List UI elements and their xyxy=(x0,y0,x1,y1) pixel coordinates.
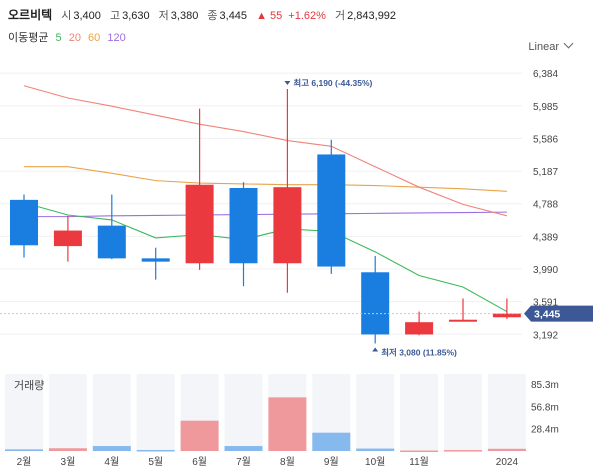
current-price-tag xyxy=(524,305,593,322)
moving-average-label: 이동평균 xyxy=(8,32,49,44)
scale-selector-label: Linear xyxy=(528,41,559,53)
change-value: ▲ 55 xyxy=(256,10,283,22)
close-value: 3,445 xyxy=(219,10,248,22)
volume-bg-5 xyxy=(224,374,263,451)
ma20-legend[interactable]: 20 xyxy=(68,32,81,44)
y-tick-label-3: 5,187 xyxy=(533,167,558,178)
candle-body-9 xyxy=(405,322,434,335)
volume-tick-label-2: 28.4m xyxy=(531,425,559,436)
y-tick-label-4: 4,788 xyxy=(533,200,558,211)
y-tick-label-5: 4,389 xyxy=(533,232,558,243)
stock-name: 오르비텍 xyxy=(8,8,53,22)
stock-header: 오르비텍 시 3,400 고 3,630 저 3,380 종 3,445 ▲ 55 +1.… xyxy=(8,6,402,23)
ma20-line xyxy=(23,85,508,217)
volume-bar-8 xyxy=(356,448,395,451)
volume-value: 2,843,992 xyxy=(347,10,397,22)
x-tick-label-9: 11월 xyxy=(409,456,429,468)
volume-bar-2 xyxy=(92,446,131,451)
x-tick-label-0: 2월 xyxy=(17,456,32,468)
volume-bar-1 xyxy=(48,448,87,451)
candle-body-4 xyxy=(185,184,214,264)
x-tick-label-5: 7월 xyxy=(236,456,251,468)
volume-bar-11 xyxy=(487,448,526,451)
y-tick-label-8: 3,192 xyxy=(533,330,558,341)
y-tick-label-2: 5,586 xyxy=(533,134,558,145)
low-annotation: 최저 3,080 (11.85%) xyxy=(381,347,457,357)
volume-bg-9 xyxy=(400,374,439,451)
x-tick-label-7: 9월 xyxy=(324,456,339,468)
volume-bar-0 xyxy=(5,449,43,451)
volume-bg-10 xyxy=(444,374,482,451)
scale-selector[interactable]: Linear xyxy=(528,38,574,53)
candle-body-3 xyxy=(141,258,170,262)
volume-tick-label-0: 85.3m xyxy=(531,380,559,391)
moving-average-legend[interactable]: 이동평균 5 20 60 120 xyxy=(8,29,126,45)
high-marker-icon xyxy=(284,81,291,85)
high-label: 고 xyxy=(109,10,121,22)
volume-bg-11 xyxy=(487,374,526,451)
candle-body-8 xyxy=(361,272,390,335)
volume-bar-9 xyxy=(400,450,439,453)
y-tick-label-7: 3,591 xyxy=(533,298,558,309)
candle-body-2 xyxy=(97,225,126,259)
x-tick-label-3: 5월 xyxy=(148,456,163,468)
volume-bg-2 xyxy=(92,374,131,451)
change-percent: +1.62% xyxy=(288,10,326,22)
ma5-line xyxy=(23,202,508,313)
y-tick-label-6: 3,990 xyxy=(533,265,558,276)
ma5-legend[interactable]: 5 xyxy=(55,32,62,44)
volume-bg-8 xyxy=(356,374,395,451)
low-marker-icon xyxy=(372,347,379,352)
x-tick-label-2: 4월 xyxy=(104,456,119,468)
volume-bg-1 xyxy=(48,374,87,451)
y-tick-label-1: 5,985 xyxy=(533,102,558,113)
candle-body-10 xyxy=(449,319,477,322)
candle-body-0 xyxy=(10,199,38,246)
high-value: 3,630 xyxy=(122,10,150,22)
x-tick-label-4: 6월 xyxy=(192,456,207,468)
volume-bar-6 xyxy=(268,397,307,451)
ma60-line xyxy=(24,166,507,192)
volume-bg-3 xyxy=(136,374,175,451)
volume-bg-0 xyxy=(5,374,43,451)
volume-bar-10 xyxy=(444,450,482,452)
volume-tick-label-1: 56.8m xyxy=(531,402,559,413)
ma120-line xyxy=(24,211,507,218)
volume-panel-label: 거래량 xyxy=(14,380,45,392)
volume-bar-3 xyxy=(136,449,175,452)
low-label: 저 xyxy=(158,10,169,22)
current-price-label: 3,445 xyxy=(534,309,560,321)
y-tick-label-0: 6,384 xyxy=(533,69,558,80)
volume-label: 거 xyxy=(334,10,346,22)
candle-body-6 xyxy=(273,187,302,264)
volume-bar-4 xyxy=(180,420,219,451)
candle-body-11 xyxy=(492,313,521,318)
candle-body-1 xyxy=(53,230,82,247)
open-value: 3,400 xyxy=(73,10,101,22)
x-tick-label-6: 8월 xyxy=(280,456,295,468)
ma60-legend[interactable]: 60 xyxy=(88,32,101,44)
volume-bar-7 xyxy=(312,432,351,451)
close-label: 종 xyxy=(207,10,218,22)
candle-body-7 xyxy=(317,154,346,267)
x-tick-label-1: 3월 xyxy=(61,456,76,468)
x-tick-label-11: 2024 xyxy=(496,457,519,468)
x-tick-label-8: 10월 xyxy=(365,456,385,468)
high-annotation: 최고 6,190 (-44.35%) xyxy=(293,78,372,88)
ma120-legend[interactable]: 120 xyxy=(107,32,126,44)
volume-bar-5 xyxy=(224,446,263,451)
candle-body-5 xyxy=(229,188,258,264)
open-label: 시 xyxy=(61,10,72,22)
low-value: 3,380 xyxy=(170,10,199,22)
